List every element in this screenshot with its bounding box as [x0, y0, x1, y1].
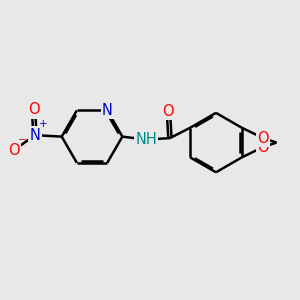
Text: N: N	[29, 128, 40, 142]
Text: N: N	[102, 103, 112, 118]
Text: −: −	[18, 135, 27, 145]
Text: O: O	[163, 104, 174, 119]
Text: O: O	[8, 142, 20, 158]
Text: NH: NH	[135, 132, 157, 147]
Text: O: O	[257, 140, 269, 154]
Text: O: O	[28, 102, 39, 117]
Text: +: +	[38, 119, 47, 129]
Text: O: O	[257, 130, 269, 146]
